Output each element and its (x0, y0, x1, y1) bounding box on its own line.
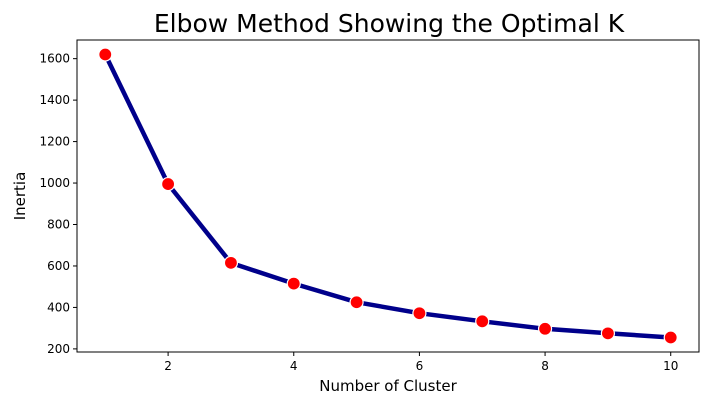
plot-frame (76, 39, 700, 353)
x-tick-label: 2 (164, 359, 172, 373)
data-point (537, 321, 553, 336)
data-point (98, 47, 113, 62)
y-axis: 200 400 600 800 1000 1200 1400 1600 (39, 52, 77, 356)
data-point (412, 306, 427, 321)
x-tick-label: 4 (290, 359, 298, 373)
x-tick-label: 6 (416, 359, 424, 373)
data-point (600, 326, 615, 341)
data-point (663, 330, 678, 345)
x-tick-label: 10 (663, 359, 678, 373)
data-point (349, 295, 364, 310)
y-tick-label: 1000 (39, 176, 70, 190)
y-tick-label: 1200 (39, 135, 70, 149)
y-tick-label: 400 (47, 300, 70, 314)
x-axis-label: Number of Cluster (319, 377, 457, 395)
x-tick-label: 8 (541, 359, 549, 373)
x-axis: 2 4 6 8 10 (164, 352, 678, 373)
series-layer (98, 47, 678, 345)
y-tick-label: 1600 (39, 52, 70, 66)
y-tick-label: 200 (47, 342, 70, 356)
data-point (286, 276, 301, 291)
y-tick-label: 600 (47, 259, 70, 273)
data-point (223, 255, 239, 270)
series-line (103, 53, 671, 340)
y-tick-label: 1400 (39, 93, 70, 107)
data-point (475, 314, 490, 329)
chart-title: Elbow Method Showing the Optimal K (154, 9, 625, 38)
data-point (161, 176, 176, 192)
y-axis-label: Inertia (11, 172, 29, 221)
y-tick-label: 800 (47, 218, 70, 232)
